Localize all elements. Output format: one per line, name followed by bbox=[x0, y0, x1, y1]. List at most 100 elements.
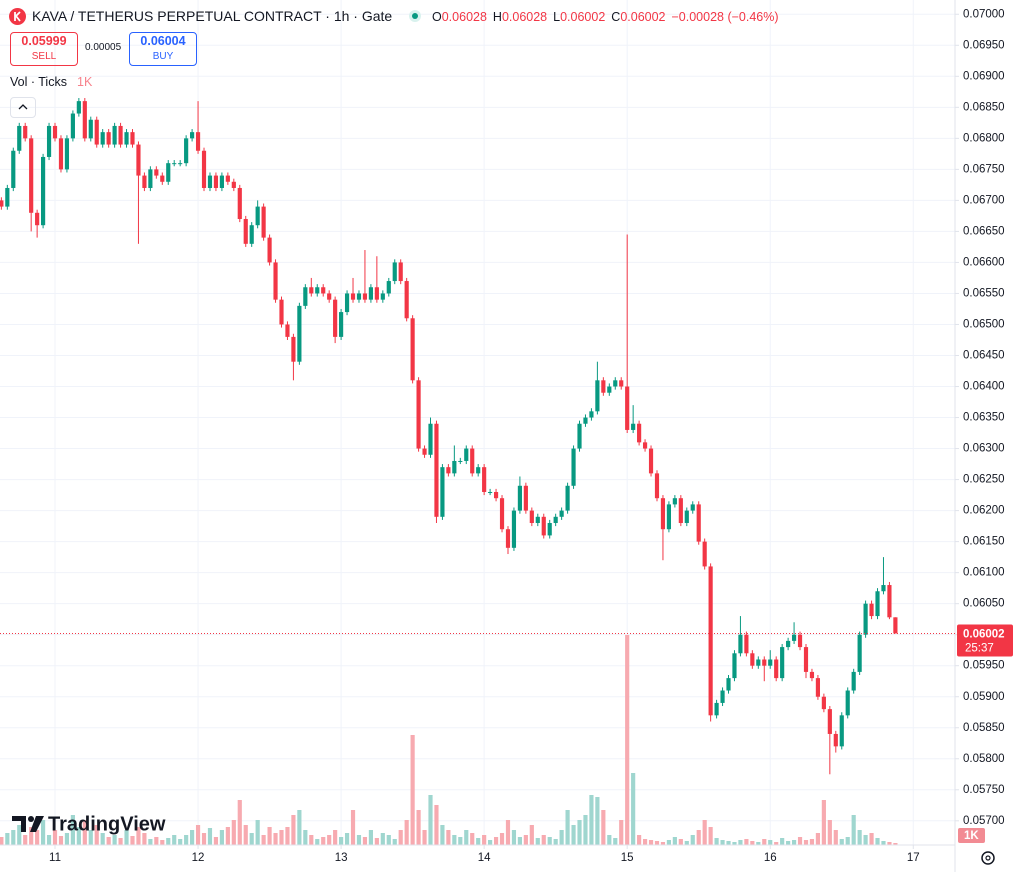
y-tick-label: 0.06600 bbox=[963, 256, 1005, 268]
volume-bar bbox=[690, 835, 695, 845]
candle-body bbox=[809, 671, 815, 679]
ohlc-label: H bbox=[492, 10, 502, 24]
y-tick-label: 0.06500 bbox=[963, 319, 1005, 331]
volume-bar bbox=[267, 827, 272, 845]
volume-bar bbox=[279, 830, 284, 845]
candle-body bbox=[535, 516, 540, 524]
candle-body bbox=[732, 653, 737, 679]
volume-bar bbox=[821, 800, 826, 845]
volume-bar bbox=[815, 833, 821, 845]
buy-button[interactable]: 0.06004 BUY bbox=[129, 32, 197, 66]
candle-body bbox=[321, 287, 326, 294]
candle-body bbox=[857, 634, 862, 672]
volume-bar bbox=[613, 838, 618, 845]
volume-bar bbox=[476, 838, 481, 845]
sell-label: SELL bbox=[31, 51, 57, 62]
candle-body bbox=[499, 498, 505, 530]
candle-body bbox=[416, 380, 421, 449]
candle-body bbox=[106, 132, 111, 145]
candle-body bbox=[124, 132, 129, 145]
candle-body bbox=[625, 386, 630, 430]
candle-body bbox=[362, 293, 368, 300]
candle-body bbox=[875, 591, 880, 617]
settings-button[interactable] bbox=[981, 851, 995, 865]
volume-bar bbox=[398, 830, 403, 845]
y-tick-label: 0.05700 bbox=[963, 815, 1005, 827]
volume-bar bbox=[833, 830, 838, 845]
volume-bar bbox=[172, 835, 177, 845]
candle-body bbox=[744, 634, 749, 654]
candle-body bbox=[845, 690, 850, 716]
volume-bar bbox=[70, 815, 75, 845]
candle-body bbox=[422, 448, 427, 455]
candle-body bbox=[350, 293, 356, 300]
candle-body bbox=[750, 653, 755, 666]
candle-body bbox=[190, 132, 195, 139]
candle-body bbox=[821, 696, 826, 710]
volume-bar bbox=[869, 833, 874, 845]
symbol-title: KAVA / TETHERUS PERPETUAL CONTRACT · 1h … bbox=[32, 8, 393, 24]
candle-body bbox=[41, 156, 46, 226]
volume-bar bbox=[702, 820, 707, 845]
candle-body bbox=[529, 510, 534, 524]
volume-bar bbox=[291, 815, 296, 845]
candle-body bbox=[344, 293, 350, 313]
sell-button[interactable]: 0.05999 SELL bbox=[10, 32, 78, 66]
candle-body bbox=[589, 411, 594, 418]
volume-bar bbox=[750, 841, 755, 845]
volume-bar bbox=[273, 833, 278, 845]
candle-body bbox=[511, 510, 517, 548]
y-tick-label: 0.06250 bbox=[963, 474, 1005, 486]
candle-body bbox=[726, 678, 731, 691]
candle-body bbox=[148, 169, 153, 188]
volume-bar bbox=[225, 827, 230, 845]
candle-body bbox=[547, 523, 552, 536]
candle-body bbox=[619, 380, 624, 387]
candle-body bbox=[774, 659, 779, 679]
volume-bar bbox=[523, 835, 528, 845]
candle-body bbox=[213, 175, 219, 188]
candle-body bbox=[88, 119, 93, 139]
candle-body bbox=[583, 417, 588, 424]
volume-bar bbox=[803, 840, 809, 845]
volume-bar bbox=[768, 840, 773, 845]
volume-bar bbox=[100, 833, 105, 845]
candle-body bbox=[523, 485, 528, 511]
volume-bar bbox=[893, 843, 898, 845]
volume-bar bbox=[470, 833, 475, 845]
candle-body bbox=[505, 529, 511, 548]
candle-body bbox=[291, 336, 296, 362]
volume-bar bbox=[82, 820, 87, 845]
volume-bar bbox=[392, 839, 397, 845]
candle-body bbox=[46, 125, 52, 157]
volume-bar bbox=[35, 830, 40, 845]
x-tick-label: 14 bbox=[478, 852, 491, 864]
volume-bar bbox=[58, 836, 64, 845]
y-tick-label: 0.06750 bbox=[963, 163, 1005, 175]
volume-bar bbox=[446, 830, 451, 845]
candle-body bbox=[839, 715, 844, 747]
volume-bar bbox=[410, 735, 415, 845]
candle-body bbox=[601, 380, 606, 393]
volume-bar bbox=[160, 840, 165, 845]
volume-bar bbox=[29, 827, 34, 845]
ohlc-label: C bbox=[611, 10, 621, 24]
volume-bar bbox=[726, 841, 731, 845]
candle-body bbox=[17, 125, 22, 151]
volume-bar bbox=[648, 840, 654, 845]
collapse-button[interactable] bbox=[10, 97, 36, 118]
volume-bar bbox=[619, 820, 624, 845]
volume-bar bbox=[374, 838, 379, 845]
chevron-icon bbox=[18, 104, 28, 110]
candle-body bbox=[553, 516, 558, 524]
volume-bar bbox=[88, 830, 93, 845]
candle-body bbox=[702, 541, 707, 567]
volume-bar bbox=[94, 825, 99, 845]
countdown: 25:37 bbox=[965, 642, 994, 654]
candle-body bbox=[637, 423, 642, 443]
y-tick-label: 0.06150 bbox=[963, 536, 1005, 548]
volume-bar bbox=[505, 820, 511, 845]
volume-bar bbox=[541, 835, 546, 845]
candle-body bbox=[470, 448, 475, 474]
candle-body bbox=[690, 504, 695, 511]
